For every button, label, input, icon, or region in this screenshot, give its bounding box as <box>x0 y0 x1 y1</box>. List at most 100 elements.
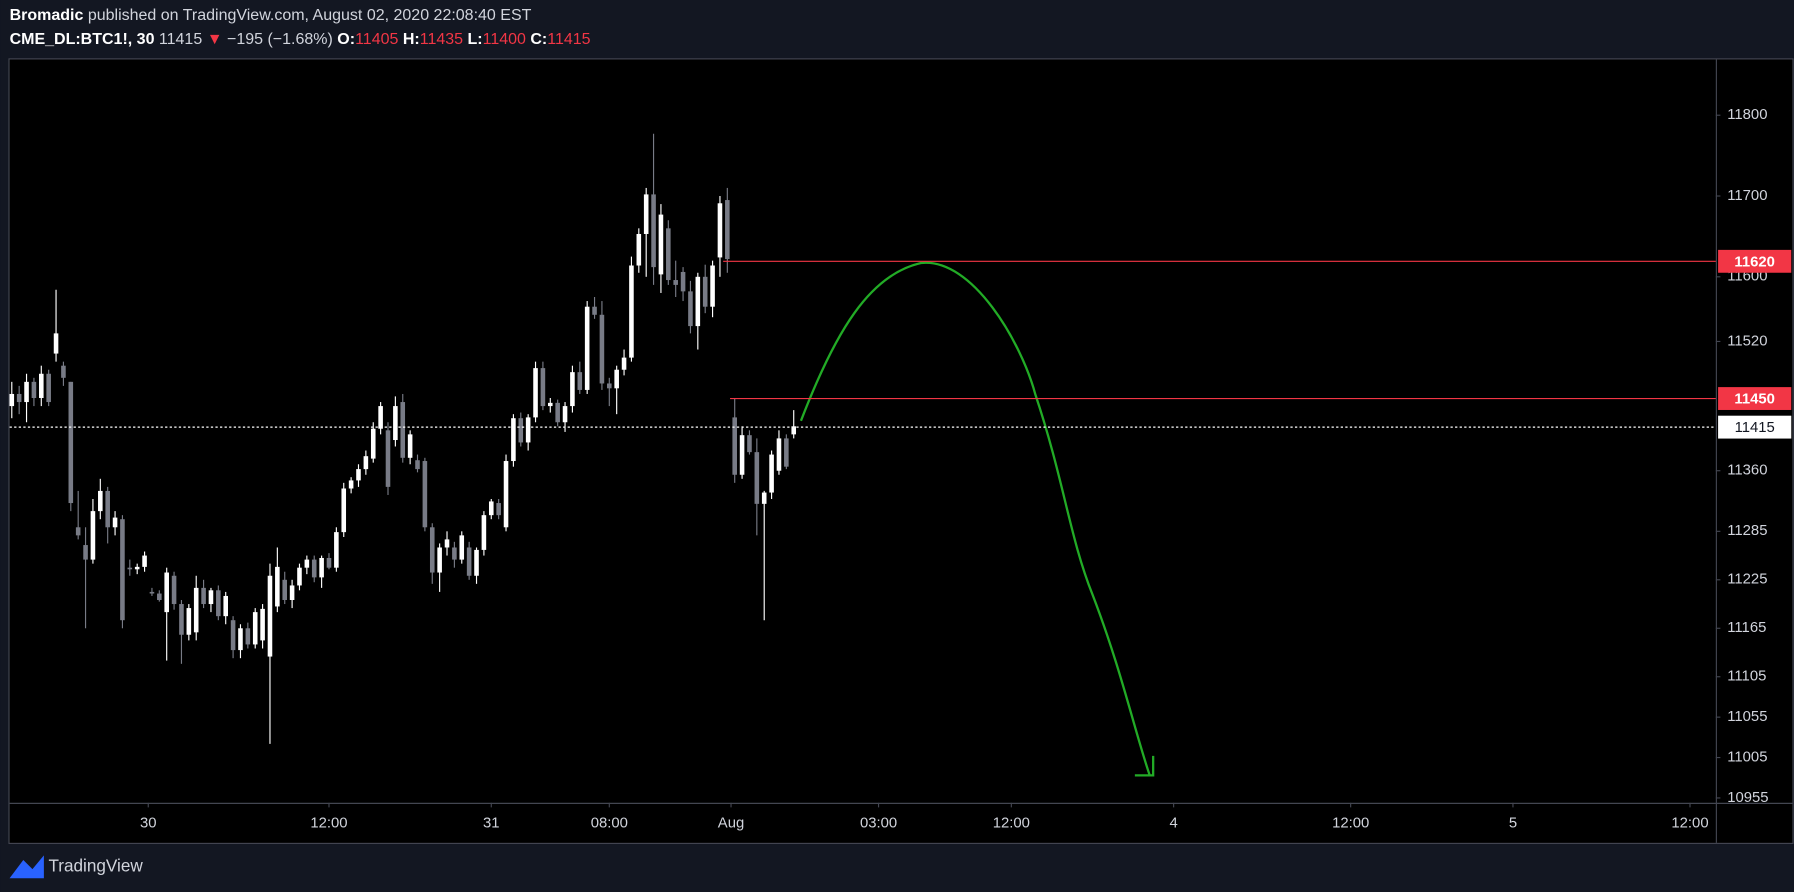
candle-body <box>739 435 745 475</box>
candle-body <box>75 527 81 536</box>
candle-body <box>710 265 715 307</box>
candle-body <box>149 591 155 594</box>
candle-body <box>120 519 125 621</box>
x-tick-label: 08:00 <box>591 815 628 831</box>
x-tick-label: 12:00 <box>1671 815 1708 831</box>
candle-body <box>415 460 420 470</box>
high: 11435 <box>420 31 463 48</box>
candle-body <box>297 567 302 586</box>
x-tick-label: 12:00 <box>993 815 1030 831</box>
candle-body <box>636 233 642 266</box>
candle-body <box>407 434 413 458</box>
candle-body <box>577 372 583 390</box>
price-level-label: 11450 <box>1734 392 1775 408</box>
candle-body <box>481 515 487 550</box>
candle-body <box>695 276 701 327</box>
y-tick-label: 11360 <box>1727 463 1767 479</box>
published: published on TradingView.com, August 02,… <box>88 7 532 24</box>
candle-body <box>9 393 15 407</box>
candle-body <box>518 418 524 443</box>
y-tick-label: 11005 <box>1727 749 1767 765</box>
candle-body <box>208 590 214 605</box>
candle-body <box>525 417 531 443</box>
candle-body <box>179 604 184 635</box>
candle-body <box>230 620 236 651</box>
candle-body <box>680 271 686 292</box>
candle-body <box>83 545 88 560</box>
candle-body <box>216 590 221 617</box>
candle-body <box>127 567 133 570</box>
chart-frame <box>8 58 1794 844</box>
candle-body <box>488 501 494 516</box>
candle-body <box>422 461 428 528</box>
candle-body <box>643 194 649 234</box>
close-label: C: <box>530 31 547 48</box>
candle-body <box>496 503 501 516</box>
candle-body <box>452 547 457 560</box>
x-tick-label: 12:00 <box>310 815 347 831</box>
y-tick-label: 11700 <box>1727 188 1767 204</box>
y-tick-label: 11055 <box>1727 709 1767 725</box>
candle-body <box>570 372 575 407</box>
candle-body <box>311 559 317 578</box>
author: Bromadic <box>10 7 84 24</box>
high-label: H: <box>403 31 420 48</box>
candle-body <box>304 559 310 568</box>
candle-body <box>732 417 737 475</box>
candle-body <box>201 587 206 605</box>
x-tick-label: 03:00 <box>860 815 897 831</box>
open-label: O: <box>337 31 355 48</box>
x-tick-label: 4 <box>1169 815 1177 831</box>
candle-body <box>429 527 435 573</box>
candle-body <box>363 456 369 470</box>
candle-body <box>599 314 605 384</box>
candle-body <box>267 575 273 657</box>
low: 11400 <box>483 31 526 48</box>
candle-body <box>761 492 767 504</box>
symbol-line: CME_DL:BTC1!, 30 11415 ▼ −195 (−1.68%) O… <box>10 31 591 48</box>
candle-body <box>444 539 450 548</box>
candle-body <box>341 488 347 533</box>
candle-body <box>784 438 789 467</box>
last-price: 11415 <box>159 31 202 48</box>
candle-body <box>252 612 258 645</box>
candle-body <box>326 557 332 568</box>
candle-body <box>592 306 597 315</box>
candle-body <box>142 555 147 567</box>
candle-body <box>46 373 51 403</box>
candle-body <box>725 200 730 260</box>
candle-body <box>584 306 590 390</box>
candle-body <box>702 276 708 307</box>
candle-body <box>437 547 442 573</box>
price-level-box <box>1718 415 1792 439</box>
logo: TradingView <box>9 855 143 879</box>
price-level-label: 11415 <box>1735 420 1775 436</box>
candle-body <box>370 428 376 459</box>
candle-body <box>39 373 44 399</box>
y-tick-label: 11225 <box>1727 572 1767 588</box>
x-tick-label: 30 <box>140 815 157 831</box>
candle-body <box>555 402 560 423</box>
brand: TradingView <box>48 855 143 875</box>
candle-body <box>61 365 66 378</box>
candle-body <box>747 435 752 453</box>
x-tick-label: 12:00 <box>1332 815 1369 831</box>
candle-body <box>503 461 509 528</box>
y-tick-label: 11285 <box>1727 523 1767 539</box>
candle-body <box>466 547 472 576</box>
candle-body <box>112 517 118 528</box>
candle-body <box>238 628 243 651</box>
candle-body <box>540 368 546 407</box>
candle-body <box>105 490 110 528</box>
low-label: L: <box>468 31 483 48</box>
candle-body <box>651 194 656 268</box>
candle-body <box>24 381 29 403</box>
y-tick-label: 11165 <box>1727 620 1766 636</box>
symbol: CME_DL:BTC1!, 30 <box>10 31 155 48</box>
candle-body <box>666 228 671 281</box>
candle-body <box>90 511 96 560</box>
change-arrow: ▼ <box>207 31 223 48</box>
candle-body <box>754 452 760 504</box>
